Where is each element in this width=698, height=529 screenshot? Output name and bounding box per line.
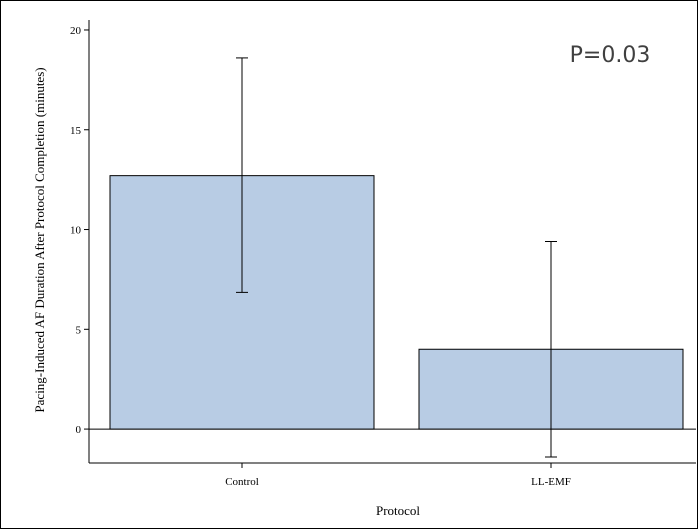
y-tick-label: 10 bbox=[70, 225, 82, 237]
error-bar-control bbox=[236, 57, 248, 293]
x-axis-ticks: Control LL-EMF bbox=[225, 463, 571, 488]
x-tick-label: LL-EMF bbox=[531, 476, 571, 488]
x-axis-title: Protocol bbox=[376, 503, 420, 518]
y-axis-title: Pacing-Induced AF Duration After Protoco… bbox=[32, 67, 47, 412]
y-axis-ticks: 0 5 10 15 20 bbox=[70, 25, 89, 436]
x-tick-label: Control bbox=[225, 476, 259, 488]
y-tick-label: 20 bbox=[70, 25, 82, 37]
error-bar-ll-emf bbox=[545, 241, 557, 458]
y-tick-label: 5 bbox=[76, 324, 82, 336]
p-value-annotation: P=0.03 bbox=[570, 43, 651, 68]
error-bars bbox=[236, 57, 557, 458]
y-tick-label: 0 bbox=[76, 424, 82, 436]
plot-area: 0 5 10 15 20 Control LL-EMF bbox=[70, 20, 696, 488]
y-tick-label: 15 bbox=[70, 125, 82, 137]
bars bbox=[109, 175, 684, 430]
